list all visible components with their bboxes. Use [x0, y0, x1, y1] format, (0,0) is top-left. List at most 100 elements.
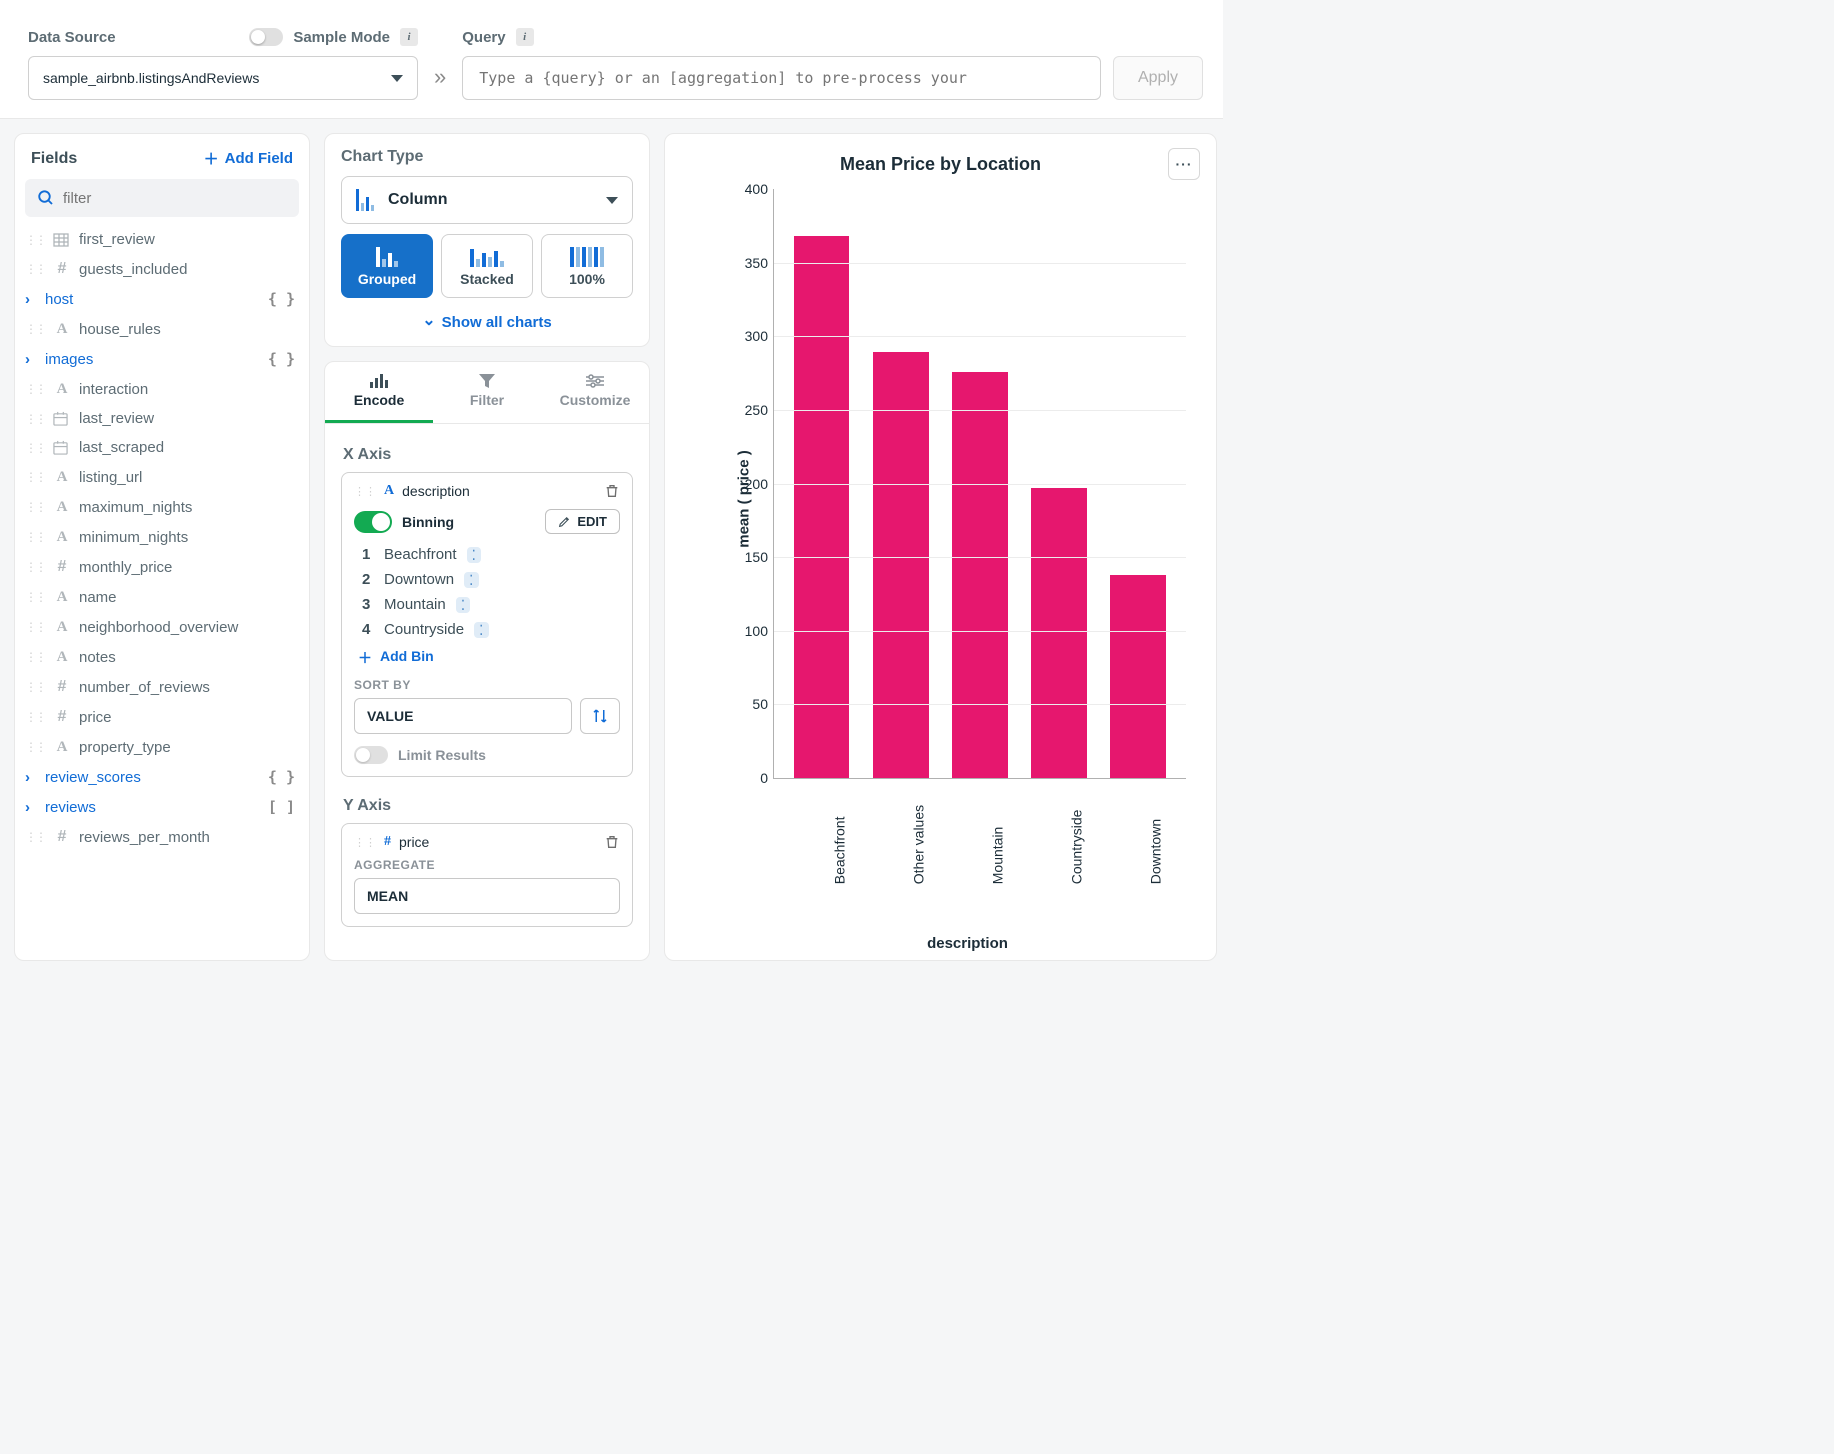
- field-item[interactable]: ⋮⋮Aneighborhood_overview: [15, 612, 309, 642]
- delete-icon[interactable]: [604, 483, 620, 499]
- field-item[interactable]: ⋮⋮Aname: [15, 582, 309, 612]
- drag-handle-icon: ⋮⋮: [25, 740, 45, 754]
- drag-handle-icon: ⋮⋮: [25, 441, 45, 455]
- chart-bar[interactable]: [794, 236, 849, 778]
- field-type-icon: [53, 440, 71, 455]
- binning-toggle[interactable]: [354, 511, 392, 533]
- drag-handle-icon: ⋮⋮: [25, 470, 45, 484]
- field-type-icon: A: [53, 648, 71, 666]
- aggregate-label: AGGREGATE: [354, 858, 620, 872]
- field-item[interactable]: ›host{ }: [15, 284, 309, 314]
- y-tick-label: 200: [734, 476, 768, 492]
- field-item[interactable]: ›reviews[ ]: [15, 792, 309, 822]
- y-tick-label: 150: [734, 549, 768, 565]
- info-icon[interactable]: i: [400, 28, 418, 46]
- y-axis-card: ⋮⋮ # price AGGREGATE MEAN: [341, 823, 633, 927]
- field-type-icon: A: [53, 498, 71, 516]
- tab-customize[interactable]: Customize: [541, 362, 649, 423]
- drag-handle-icon[interactable]: ⋮⋮: [354, 485, 376, 498]
- info-icon[interactable]: i: [516, 28, 534, 46]
- chart-type-select[interactable]: Column: [341, 176, 633, 224]
- field-item[interactable]: ›images{ }: [15, 344, 309, 374]
- drag-handle-icon: ⋮⋮: [25, 830, 45, 844]
- limit-results-toggle[interactable]: [354, 746, 388, 764]
- data-source-select[interactable]: sample_airbnb.listingsAndReviews: [28, 56, 418, 100]
- drag-handle-icon: ⋮⋮: [25, 262, 45, 276]
- field-item[interactable]: ⋮⋮Amaximum_nights: [15, 492, 309, 522]
- add-bin-button[interactable]: ＋ Add Bin: [354, 648, 620, 668]
- bin-badge-icon: ⁚: [456, 597, 470, 613]
- field-item[interactable]: ⋮⋮Aminimum_nights: [15, 522, 309, 552]
- chart-bar[interactable]: [1110, 575, 1165, 778]
- grouped-icon: [376, 245, 398, 267]
- y-tick-label: 350: [734, 255, 768, 271]
- encode-panel: Encode Filter Customize X Axis: [324, 361, 650, 961]
- aggregate-select[interactable]: MEAN: [354, 878, 620, 914]
- add-field-button[interactable]: ＋ Add Field: [204, 148, 293, 169]
- field-item[interactable]: ⋮⋮first_review: [15, 225, 309, 254]
- bin-item[interactable]: 4Countryside⁚: [362, 617, 620, 642]
- y-axis-title: mean ( price ): [735, 450, 752, 548]
- chart-bar[interactable]: [1031, 488, 1086, 778]
- field-item[interactable]: ⋮⋮Alisting_url: [15, 462, 309, 492]
- field-item[interactable]: ⋮⋮#reviews_per_month: [15, 822, 309, 852]
- tab-encode[interactable]: Encode: [325, 362, 433, 423]
- object-type-icon: { }: [268, 290, 295, 308]
- search-icon: [37, 189, 55, 207]
- field-item[interactable]: ⋮⋮Ahouse_rules: [15, 314, 309, 344]
- field-item[interactable]: ⋮⋮#price: [15, 702, 309, 732]
- bin-item[interactable]: 2Downtown⁚: [362, 567, 620, 592]
- field-type-icon: #: [53, 678, 71, 696]
- expand-icon: ›: [25, 769, 37, 786]
- field-item[interactable]: ⋮⋮#monthly_price: [15, 552, 309, 582]
- field-item[interactable]: ⋮⋮#guests_included: [15, 254, 309, 284]
- field-item[interactable]: ⋮⋮last_review: [15, 404, 309, 433]
- bin-badge-icon: ⁚: [467, 547, 481, 563]
- apply-button[interactable]: Apply: [1113, 56, 1203, 100]
- drag-handle-icon[interactable]: ⋮⋮: [354, 836, 376, 849]
- subtype-grouped[interactable]: Grouped: [341, 234, 433, 298]
- y-tick-label: 50: [734, 696, 768, 712]
- object-type-icon: [ ]: [268, 798, 295, 816]
- field-item[interactable]: ›review_scores{ }: [15, 762, 309, 792]
- delete-icon[interactable]: [604, 834, 620, 850]
- bin-badge-icon: ⁚: [464, 572, 478, 588]
- chart-bar[interactable]: [873, 352, 928, 778]
- fields-list[interactable]: ⋮⋮first_review⋮⋮#guests_included›host{ }…: [15, 225, 309, 960]
- field-item[interactable]: ⋮⋮last_scraped: [15, 433, 309, 462]
- chart-menu-button[interactable]: ···: [1168, 148, 1200, 180]
- customize-icon: [586, 374, 604, 390]
- expand-icon: ›: [25, 351, 37, 368]
- fields-title: Fields: [31, 150, 77, 168]
- y-field-name: price: [399, 834, 429, 850]
- bin-item[interactable]: 1Beachfront⁚: [362, 542, 620, 567]
- sample-mode-toggle[interactable]: [249, 28, 283, 46]
- edit-bins-button[interactable]: EDIT: [545, 509, 620, 534]
- drag-handle-icon: ⋮⋮: [25, 650, 45, 664]
- field-type-icon: A: [53, 528, 71, 546]
- query-input[interactable]: [462, 56, 1101, 100]
- field-item[interactable]: ⋮⋮Aproperty_type: [15, 732, 309, 762]
- subtype-stacked[interactable]: Stacked: [441, 234, 533, 298]
- field-item[interactable]: ⋮⋮Ainteraction: [15, 374, 309, 404]
- sort-direction-button[interactable]: [580, 698, 620, 734]
- top-toolbar: Data Source Sample Mode i sample_airbnb.…: [0, 0, 1223, 119]
- subtype-100[interactable]: 100%: [541, 234, 633, 298]
- show-all-charts-button[interactable]: Show all charts: [341, 312, 633, 332]
- field-item[interactable]: ⋮⋮#number_of_reviews: [15, 672, 309, 702]
- drag-handle-icon: ⋮⋮: [25, 530, 45, 544]
- drag-handle-icon: ⋮⋮: [25, 560, 45, 574]
- data-source-section: Data Source Sample Mode i sample_airbnb.…: [28, 28, 418, 100]
- tab-filter[interactable]: Filter: [433, 362, 541, 423]
- expand-icon: ›: [25, 291, 37, 308]
- chart-type-panel: Chart Type Column Grouped: [324, 133, 650, 347]
- query-label: Query: [462, 29, 505, 46]
- x-tick-label: Downtown: [1137, 829, 1247, 884]
- chart-bar[interactable]: [952, 372, 1007, 778]
- x-axis-card: ⋮⋮ A description Binning EDIT: [341, 472, 633, 777]
- plus-icon: ＋: [358, 648, 372, 668]
- fields-filter-input[interactable]: [25, 179, 299, 217]
- field-item[interactable]: ⋮⋮Anotes: [15, 642, 309, 672]
- sort-by-select[interactable]: VALUE: [354, 698, 572, 734]
- bin-item[interactable]: 3Mountain⁚: [362, 592, 620, 617]
